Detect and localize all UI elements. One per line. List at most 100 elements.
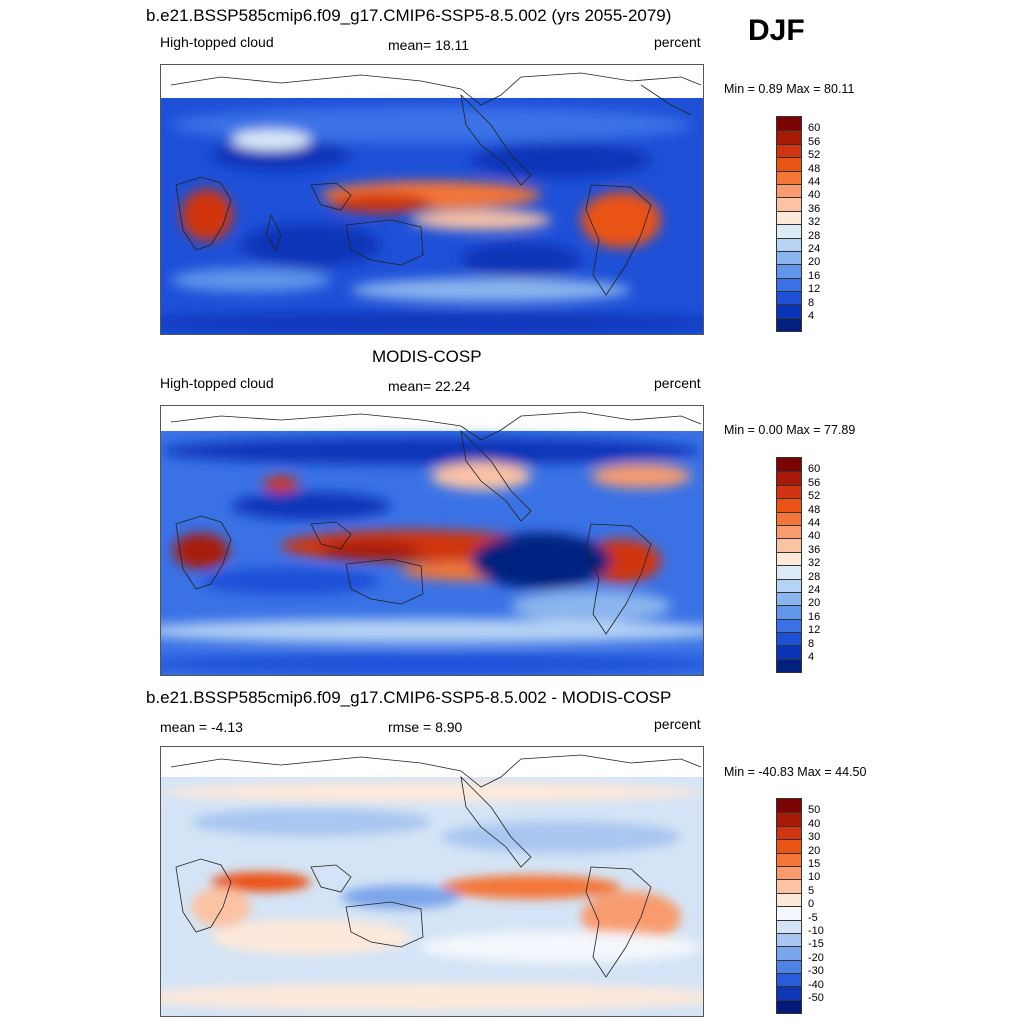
panel-3-colorbar — [776, 798, 802, 1015]
colorbar-tick-label: 30 — [808, 831, 821, 844]
colorbar-segment — [777, 973, 801, 987]
colorbar-segment — [777, 645, 801, 659]
colorbar-segment — [777, 999, 801, 1014]
colorbar-tick-label: 20 — [808, 256, 821, 269]
colorbar-tick-label: 52 — [808, 490, 821, 503]
colorbar-segment — [777, 157, 801, 171]
panel-3-minmax-label: Min = -40.83 Max = 44.50 — [724, 765, 867, 779]
colorbar-tick-label: -30 — [808, 965, 824, 978]
colorbar-tick-label: 32 — [808, 557, 821, 570]
colorbar-segment — [777, 892, 801, 907]
colorbar-tick-label: 4 — [808, 651, 815, 663]
colorbar-tick-label: 40 — [808, 817, 821, 830]
panel-3-units-label: percent — [654, 716, 701, 732]
panel-3-map — [160, 746, 704, 1017]
colorbar-segment — [777, 304, 801, 318]
colorbar-tick-label: 0 — [808, 898, 815, 911]
colorbar-tick-label: 10 — [808, 871, 821, 884]
colorbar-segment — [777, 224, 801, 238]
colorbar-segment — [777, 291, 801, 305]
colorbar-segment — [777, 865, 801, 880]
panel-2-title: MODIS-COSP — [372, 347, 482, 366]
panel-1-map — [160, 64, 704, 335]
colorbar-segment — [777, 879, 801, 893]
colorbar-tick-label: -50 — [808, 992, 824, 1004]
panel-1-variable-label: High-topped cloud — [160, 34, 274, 50]
panel-1-minmax-label: Min = 0.89 Max = 80.11 — [724, 82, 855, 96]
colorbar-tick-label: 8 — [808, 637, 815, 650]
colorbar-segment — [777, 277, 801, 292]
colorbar-segment — [777, 484, 801, 499]
colorbar-tick-label: 28 — [808, 570, 821, 583]
colorbar-tick-label: 12 — [808, 283, 821, 296]
panel-2-colorbar-segments — [777, 458, 801, 673]
panel-2-units-label: percent — [654, 375, 701, 391]
colorbar-segment — [777, 250, 801, 265]
panel-1-colorbar — [776, 116, 802, 333]
colorbar-tick-label: 40 — [808, 189, 821, 202]
colorbar-tick-label: 28 — [808, 229, 821, 242]
colorbar-tick-label: 12 — [808, 624, 821, 637]
colorbar-tick-label: 5 — [808, 884, 815, 897]
colorbar-segment — [777, 919, 801, 933]
colorbar-segment — [777, 852, 801, 866]
colorbar-segment — [777, 578, 801, 592]
colorbar-segment — [777, 799, 801, 813]
panel-2-variable-label: High-topped cloud — [160, 375, 274, 391]
panel-2-map — [160, 405, 704, 676]
colorbar-segment — [777, 946, 801, 960]
colorbar-segment — [777, 839, 801, 853]
colorbar-tick-label: 24 — [808, 584, 821, 596]
colorbar-segment — [777, 986, 801, 1000]
colorbar-tick-label: 16 — [808, 610, 821, 623]
colorbar-tick-label: 36 — [808, 202, 821, 215]
colorbar-segment — [777, 658, 801, 673]
colorbar-segment — [777, 906, 801, 920]
colorbar-segment — [777, 498, 801, 512]
colorbar-tick-label: 60 — [808, 463, 821, 476]
panel-2-colorbar — [776, 457, 802, 674]
colorbar-segment — [777, 471, 801, 485]
colorbar-tick-label: 20 — [808, 844, 821, 857]
panel-1-title: b.e21.BSSP585cmip6.f09_g17.CMIP6-SSP5-8.… — [146, 6, 672, 25]
panel-1-mean-label: mean= 18.11 — [388, 37, 470, 53]
colorbar-tick-label: 36 — [808, 543, 821, 556]
colorbar-segment — [777, 197, 801, 211]
colorbar-tick-label: 15 — [808, 858, 821, 870]
colorbar-tick-label: 8 — [808, 296, 815, 309]
colorbar-segment — [777, 524, 801, 539]
colorbar-segment — [777, 458, 801, 472]
panel-3-title: b.e21.BSSP585cmip6.f09_g17.CMIP6-SSP5-8.… — [146, 688, 672, 707]
panel-2-mean-label: mean= 22.24 — [388, 378, 471, 394]
colorbar-segment — [777, 511, 801, 525]
colorbar-tick-label: 40 — [808, 530, 821, 543]
panel-3-colorbar-segments — [777, 799, 801, 1014]
colorbar-segment — [777, 264, 801, 278]
panel-3-map-canvas — [161, 747, 703, 1016]
colorbar-tick-label: 44 — [808, 176, 821, 188]
colorbar-tick-label: 48 — [808, 503, 821, 516]
colorbar-tick-label: 50 — [808, 804, 821, 817]
panel-2-minmax-label: Min = 0.00 Max = 77.89 — [724, 423, 856, 437]
season-label: DJF — [748, 14, 805, 47]
colorbar-tick-label: -10 — [808, 925, 824, 937]
colorbar-segment — [777, 565, 801, 579]
colorbar-segment — [777, 210, 801, 225]
colorbar-tick-label: 16 — [808, 269, 821, 282]
colorbar-segment — [777, 932, 801, 947]
colorbar-tick-label: 24 — [808, 243, 821, 255]
colorbar-segment — [777, 605, 801, 619]
colorbar-segment — [777, 825, 801, 840]
colorbar-segment — [777, 143, 801, 158]
colorbar-segment — [777, 317, 801, 332]
colorbar-segment — [777, 130, 801, 144]
panel-1-units-label: percent — [654, 34, 701, 50]
colorbar-tick-label: -20 — [808, 951, 824, 964]
colorbar-tick-label: 48 — [808, 162, 821, 175]
colorbar-segment — [777, 117, 801, 131]
colorbar-segment — [777, 632, 801, 646]
colorbar-tick-label: -15 — [808, 938, 824, 951]
colorbar-tick-label: 4 — [808, 310, 815, 322]
colorbar-tick-label: 52 — [808, 149, 821, 162]
colorbar-tick-label: 56 — [808, 135, 821, 148]
